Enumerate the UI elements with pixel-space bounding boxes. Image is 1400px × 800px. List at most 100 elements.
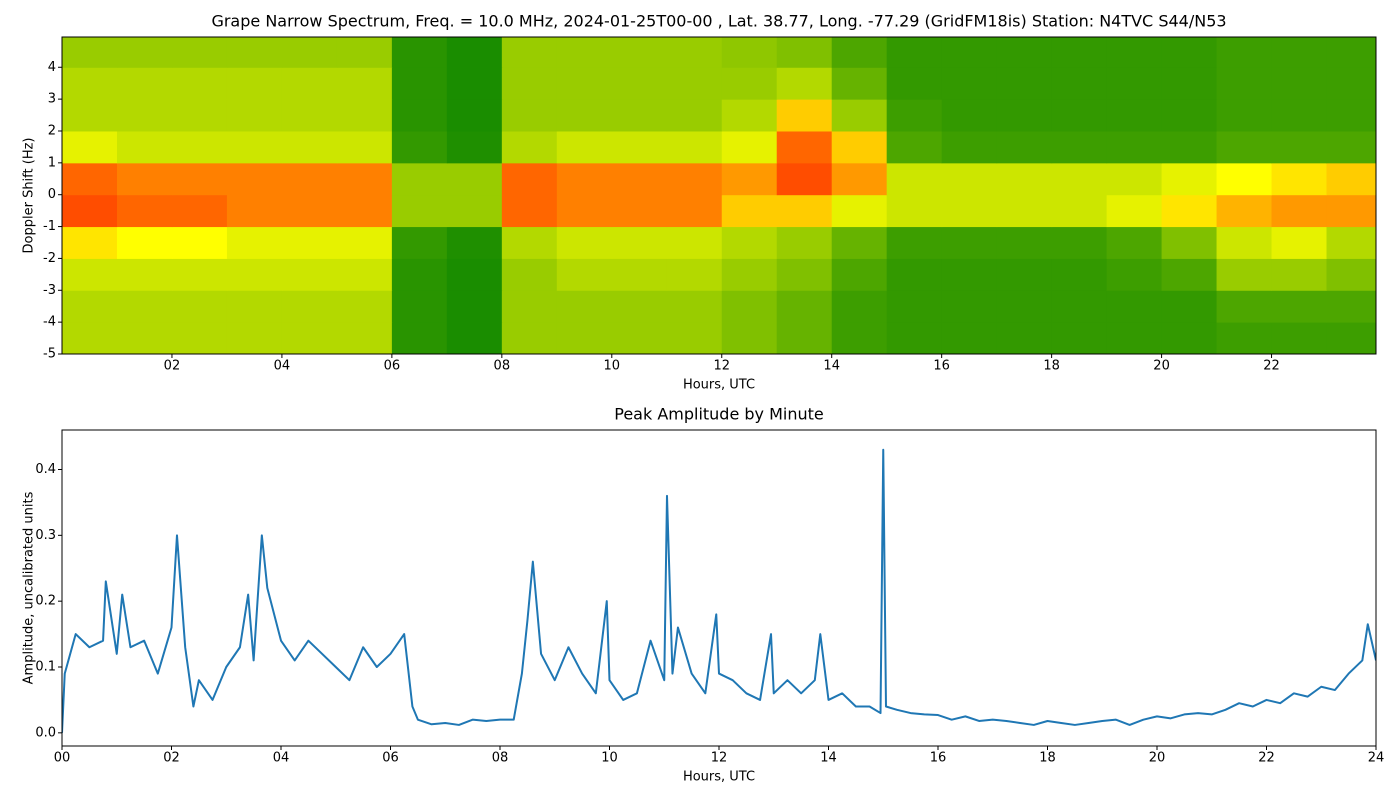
heatmap-cell: [226, 322, 283, 354]
heatmap-cell: [1271, 258, 1328, 291]
heatmap-cell: [1326, 258, 1376, 291]
heatmap-cell: [776, 67, 833, 100]
heatmap-cell: [1051, 194, 1108, 228]
heatmap-cell: [226, 290, 283, 323]
heatmap-cell: [556, 322, 613, 354]
heatmap-cell: [1161, 226, 1218, 259]
heatmap-cell: [116, 99, 173, 132]
x-tick-label: 12: [711, 751, 728, 766]
heatmap-cell: [336, 67, 393, 100]
x-tick-label: 22: [1263, 359, 1280, 374]
y-tick-label: -5: [43, 347, 56, 362]
heatmap-cell: [556, 162, 613, 196]
heatmap-cell: [831, 130, 888, 164]
y-tick-label: 4: [48, 60, 56, 75]
heatmap-cell: [1106, 99, 1163, 132]
heatmap-cell: [336, 290, 393, 323]
heatmap-cell: [721, 99, 778, 132]
heatmap-cell: [831, 322, 888, 354]
heatmap-cell: [281, 194, 338, 228]
heatmap-cell: [336, 99, 393, 132]
heatmap-cell: [1326, 290, 1376, 323]
x-tick-label: 10: [601, 751, 618, 766]
heatmap-cell: [116, 37, 173, 68]
heatmap-cell: [1161, 37, 1218, 68]
y-tick-label: -1: [43, 219, 56, 234]
heatmap-cell: [116, 67, 173, 100]
x-tick-label: 06: [384, 359, 401, 374]
heatmap-cell: [446, 67, 503, 100]
heatmap-cell: [721, 322, 778, 354]
heatmap-cell: [446, 322, 503, 354]
heatmap-cell: [611, 99, 668, 132]
heatmap-cell: [171, 258, 228, 291]
heatmap-cell: [446, 130, 503, 164]
heatmap-cell: [501, 130, 558, 164]
x-tick-label: 16: [930, 751, 947, 766]
heatmap-cell: [1271, 322, 1328, 354]
heatmap-cell: [886, 99, 943, 132]
heatmap-cell: [226, 162, 283, 196]
heatmap-cell: [62, 194, 118, 228]
x-tick-label: 14: [820, 751, 837, 766]
heatmap-cell: [886, 226, 943, 259]
heatmap-cell: [226, 226, 283, 259]
y-tick-label: 0.2: [35, 594, 56, 609]
heatmap-cell: [941, 322, 998, 354]
heatmap-cell: [886, 162, 943, 196]
y-axis-label: Amplitude, uncalibrated units: [22, 491, 37, 684]
y-axis-label: Doppler Shift (Hz): [22, 138, 37, 254]
heatmap-cell: [886, 130, 943, 164]
heatmap-cell: [62, 37, 118, 68]
heatmap-cell: [446, 99, 503, 132]
heatmap-cell: [1106, 322, 1163, 354]
x-tick-label: 14: [823, 359, 840, 374]
heatmap-cell: [226, 37, 283, 68]
heatmap-cell: [611, 37, 668, 68]
heatmap-cell: [831, 258, 888, 291]
heatmap-cell: [831, 162, 888, 196]
heatmap-cell: [391, 226, 448, 259]
heatmap-cell: [1216, 322, 1273, 354]
heatmap-cell: [171, 67, 228, 100]
heatmap-cell: [1161, 194, 1218, 228]
heatmap-cell: [886, 258, 943, 291]
heatmap-cell: [1106, 290, 1163, 323]
heatmap-cell: [1271, 130, 1328, 164]
heatmap-cell: [281, 130, 338, 164]
heatmap-cell: [666, 37, 723, 68]
heatmap-cell: [281, 162, 338, 196]
heatmap-cell: [666, 194, 723, 228]
heatmap-cell: [1051, 99, 1108, 132]
heatmap-cell: [721, 194, 778, 228]
heatmap-cell: [501, 194, 558, 228]
heatmap-cell: [666, 226, 723, 259]
heatmap-cell: [831, 194, 888, 228]
heatmap-cell: [116, 130, 173, 164]
heatmap-cell: [446, 37, 503, 68]
heatmap-cell: [611, 130, 668, 164]
heatmap-cell: [281, 290, 338, 323]
heatmap-cell: [556, 258, 613, 291]
heatmap-cell: [556, 67, 613, 100]
heatmap-cell: [1161, 67, 1218, 100]
heatmap-cell: [611, 194, 668, 228]
heatmap-cell: [336, 226, 393, 259]
heatmap-cell: [62, 322, 118, 354]
heatmap-cell: [611, 67, 668, 100]
y-tick-label: -3: [43, 283, 56, 298]
heatmap-cell: [1216, 290, 1273, 323]
heatmap-cell: [996, 37, 1053, 68]
heatmap-cell: [721, 290, 778, 323]
heatmap-cell: [171, 99, 228, 132]
heatmap-cell: [556, 194, 613, 228]
x-tick-label: 04: [274, 359, 291, 374]
heatmap-cell: [391, 130, 448, 164]
y-tick-label: 3: [48, 92, 56, 107]
heatmap-cell: [62, 258, 118, 291]
heatmap-cell: [886, 67, 943, 100]
heatmap-cell: [1051, 258, 1108, 291]
heatmap-cell: [171, 194, 228, 228]
heatmap-cell: [1271, 67, 1328, 100]
heatmap-cell: [1216, 162, 1273, 196]
